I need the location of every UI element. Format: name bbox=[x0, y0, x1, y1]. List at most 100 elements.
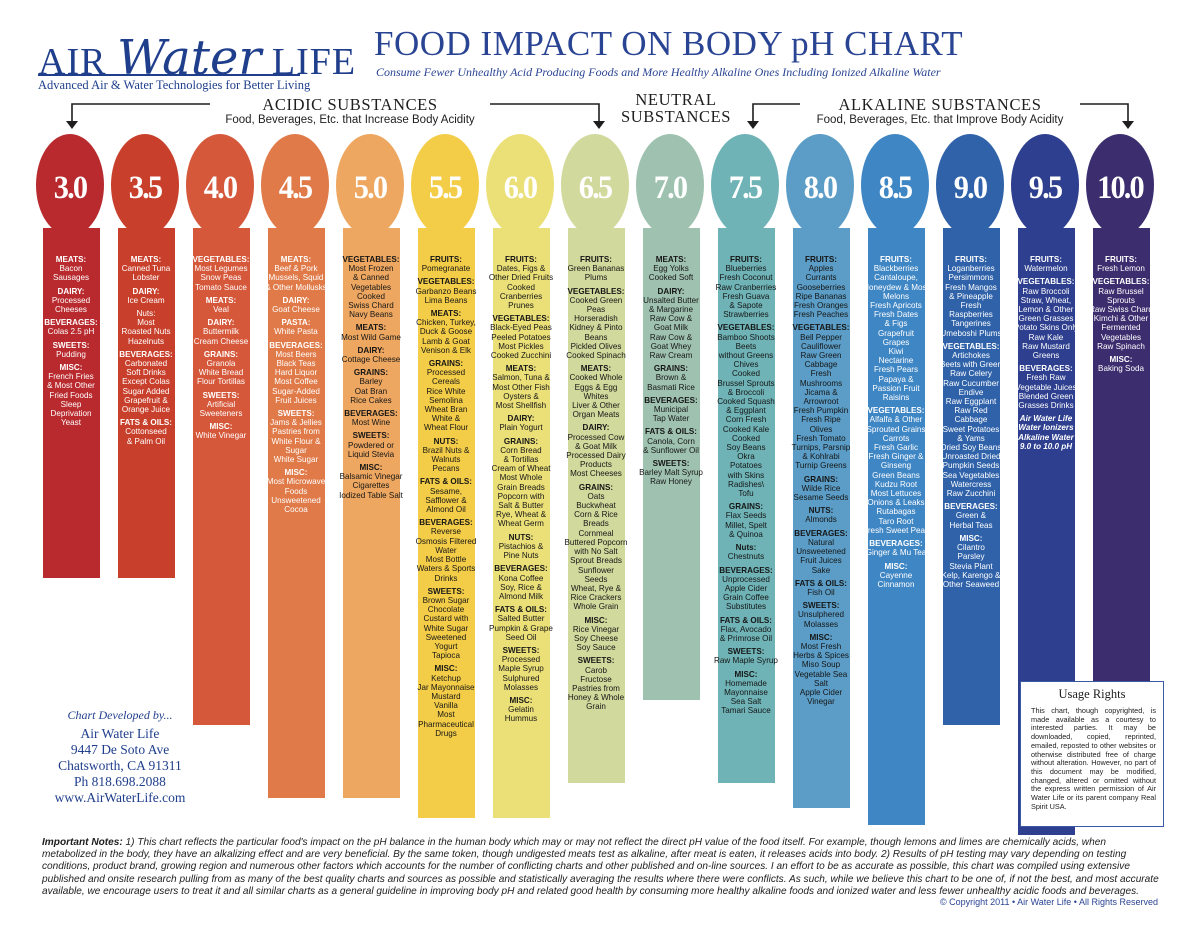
category-label: FATS & OILS: bbox=[494, 605, 547, 615]
category-label: BEVERAGES: bbox=[119, 349, 173, 359]
food-items: Most Wild Game bbox=[341, 332, 401, 342]
category-label: GRAINS: bbox=[428, 359, 464, 369]
notes-text: 1) This chart reflects the particular fo… bbox=[42, 837, 1159, 897]
ph-oval: 8.0 bbox=[786, 134, 854, 236]
copyright: © Copyright 2011 • Air Water Life • All … bbox=[939, 897, 1158, 907]
food-list: MEATS: Canned Tuna Lobster DAIRY: Ice Cream… bbox=[106, 255, 186, 446]
food-items: Salmon, Tuna & Most Other Fish Oysters &… bbox=[492, 373, 550, 411]
arrow-head-3 bbox=[66, 121, 78, 129]
neutral-heading: NEUTRAL SUBSTANCES bbox=[620, 90, 732, 126]
category-label: SWEETS: bbox=[802, 601, 840, 611]
acidic-bracket-left bbox=[71, 103, 210, 122]
category-label: BEVERAGES: bbox=[344, 409, 398, 419]
category-label: MEATS: bbox=[55, 255, 87, 264]
food-items: Cooked Green Peas Horseradish Kidney & P… bbox=[566, 295, 626, 361]
ph-oval: 8.5 bbox=[861, 134, 929, 236]
food-items: Cooked Whole Eggs & Egg Whites Liver & O… bbox=[569, 373, 623, 420]
food-items: Most Frozen & Canned Vegetables Cooked S… bbox=[348, 264, 394, 320]
ph-band bbox=[868, 228, 925, 825]
food-items: Natural Unsweetened Fruit Juices Sake bbox=[796, 537, 846, 575]
food-items: Carob Fructose Pastries from Honey & Who… bbox=[567, 665, 625, 712]
food-items: Bacon Sausages bbox=[53, 264, 89, 283]
food-items: Rice Vinegar Soy Cheese Soy Sauce bbox=[572, 624, 620, 653]
category-label: FRUITS: bbox=[430, 255, 462, 264]
food-items: Cilantro Parsley Stevia Plant Kelp, Kare… bbox=[941, 543, 1001, 589]
ph-value: 8.0 bbox=[803, 170, 838, 206]
category-label: VEGETABLES: bbox=[192, 255, 250, 264]
food-items: Baking Soda bbox=[1098, 364, 1144, 374]
category-label: MEATS: bbox=[655, 255, 687, 264]
food-items: Plain Yogurt bbox=[499, 423, 543, 433]
brand-logo: AIR Water LIFE Advanced Air & Water Tech… bbox=[38, 8, 355, 92]
usage-rights-box: Usage Rights This chart, though copyrigh… bbox=[1020, 681, 1164, 827]
food-list: VEGETABLES: Most Legumes Snow Peas Tomato… bbox=[181, 255, 261, 441]
category-label: VEGETABLES: bbox=[792, 323, 850, 333]
category-label: BEVERAGES: bbox=[419, 518, 473, 528]
food-items: Most Legumes Snow Peas Tomato Sauce bbox=[194, 264, 248, 292]
category-label: MISC: bbox=[59, 363, 83, 373]
category-label: BEVERAGES: bbox=[644, 395, 698, 405]
category-label: MISC: bbox=[809, 632, 833, 642]
food-items: Buttermilk Cream Cheese bbox=[193, 327, 249, 346]
page-subtitle: Consume Fewer Unhealthy Acid Producing F… bbox=[376, 65, 941, 79]
category-label: VEGETABLES: bbox=[1017, 277, 1075, 287]
ph-oval: 9.0 bbox=[936, 134, 1004, 236]
food-items: Processed Cereals Rice White Semolina Wh… bbox=[423, 368, 469, 433]
food-items: Processed Cow & Goat Milk Processed Dair… bbox=[566, 432, 626, 479]
ph-oval: 5.5 bbox=[411, 134, 479, 236]
category-label: FRUITS: bbox=[805, 255, 837, 264]
category-label: FRUITS: bbox=[580, 255, 612, 264]
category-label: VEGETABLES: bbox=[867, 406, 925, 416]
category-label: BEVERAGES: bbox=[269, 340, 323, 350]
category-label: BEVERAGES: bbox=[869, 539, 923, 549]
ph-oval: 4.5 bbox=[261, 134, 329, 236]
category-label: DAIRY: bbox=[582, 423, 610, 433]
category-label: MEATS: bbox=[430, 309, 462, 319]
ph-oval: 4.0 bbox=[186, 134, 254, 236]
food-list: VEGETABLES: Most Frozen & Canned Vegetabl… bbox=[331, 255, 411, 500]
arrow-head-10 bbox=[1122, 121, 1134, 129]
food-items: Homemade Mayonnaise Sea Salt Tamari Sauc… bbox=[721, 678, 771, 716]
ph-band bbox=[718, 228, 775, 783]
ph-column-8.5: 8.5 FRUITS: Blackberries Cantaloupe, Honey… bbox=[861, 0, 937, 926]
developer-city: Chatsworth, CA 91311 bbox=[58, 758, 182, 773]
category-label: BEVERAGES: bbox=[1019, 364, 1073, 374]
food-items: Ice Cream bbox=[127, 295, 165, 305]
food-items: Powdered or Liquid Stevia bbox=[347, 440, 395, 459]
food-items: Most Beers Black Teas Hard Liquor Most C… bbox=[272, 349, 320, 405]
logo-tagline: Advanced Air & Water Technologies for Be… bbox=[38, 78, 311, 92]
ph-band bbox=[343, 228, 400, 798]
ph-column-3.0: 3.0 MEATS: Bacon Sausages DAIRY: Processed C… bbox=[36, 0, 112, 926]
food-items: Jams & Jellies Pastries from White Flour… bbox=[270, 418, 322, 465]
food-items: Egg Yolks Cooked Soft bbox=[648, 264, 694, 283]
logo-rule bbox=[38, 74, 300, 76]
ph-band bbox=[793, 228, 850, 808]
food-items: Green & Herbal Teas bbox=[949, 511, 993, 530]
category-label: BEVERAGES: bbox=[44, 318, 98, 328]
food-items: Beef & Pork Mussels, Squid & Other Mollu… bbox=[265, 264, 327, 292]
category-label: DAIRY: bbox=[357, 345, 385, 355]
food-items: White Pasta bbox=[274, 327, 318, 337]
food-items: Loganberries Persimmons Fresh Mangos & P… bbox=[940, 264, 1002, 338]
food-items: Carbonated Soft Drinks Except Colas Suga… bbox=[121, 359, 171, 415]
ph-column-8.0: 8.0 FRUITS: Apples Currants Gooseberries R… bbox=[786, 0, 862, 926]
logo-wordmark: AIR Water LIFE bbox=[38, 30, 355, 86]
food-items: Ginger & Mu Tea bbox=[865, 548, 927, 558]
food-items: Nuts: Most Roasted Nuts Hazelnuts bbox=[121, 309, 171, 346]
developer-website-link[interactable]: www.AirWaterLife.com bbox=[54, 790, 186, 805]
category-label: GRAINS: bbox=[728, 502, 764, 512]
food-items: Chestnuts bbox=[727, 552, 765, 562]
category-label: MISC: bbox=[284, 468, 308, 478]
category-label: FRUITS: bbox=[730, 255, 762, 264]
food-list: FRUITS: Green Bananas Plums VEGETABLES: Coo… bbox=[556, 255, 636, 712]
notes-label: Important Notes: bbox=[42, 837, 123, 848]
ph-band bbox=[43, 228, 100, 578]
food-items: Alfalfa & Other Sprouted Grains Carrots … bbox=[862, 415, 930, 535]
category-label: PASTA: bbox=[281, 318, 311, 328]
category-label: VEGETABLES: bbox=[1092, 277, 1150, 287]
category-label: Nuts: bbox=[735, 543, 757, 553]
page-title: FOOD IMPACT ON BODY pH CHART bbox=[374, 24, 964, 63]
food-list: FRUITS: Pomegranate VEGETABLES: Garbanzo Be… bbox=[406, 255, 486, 738]
category-label: GRAINS: bbox=[578, 482, 614, 492]
food-items: Pistachios & Pine Nuts bbox=[498, 541, 544, 561]
